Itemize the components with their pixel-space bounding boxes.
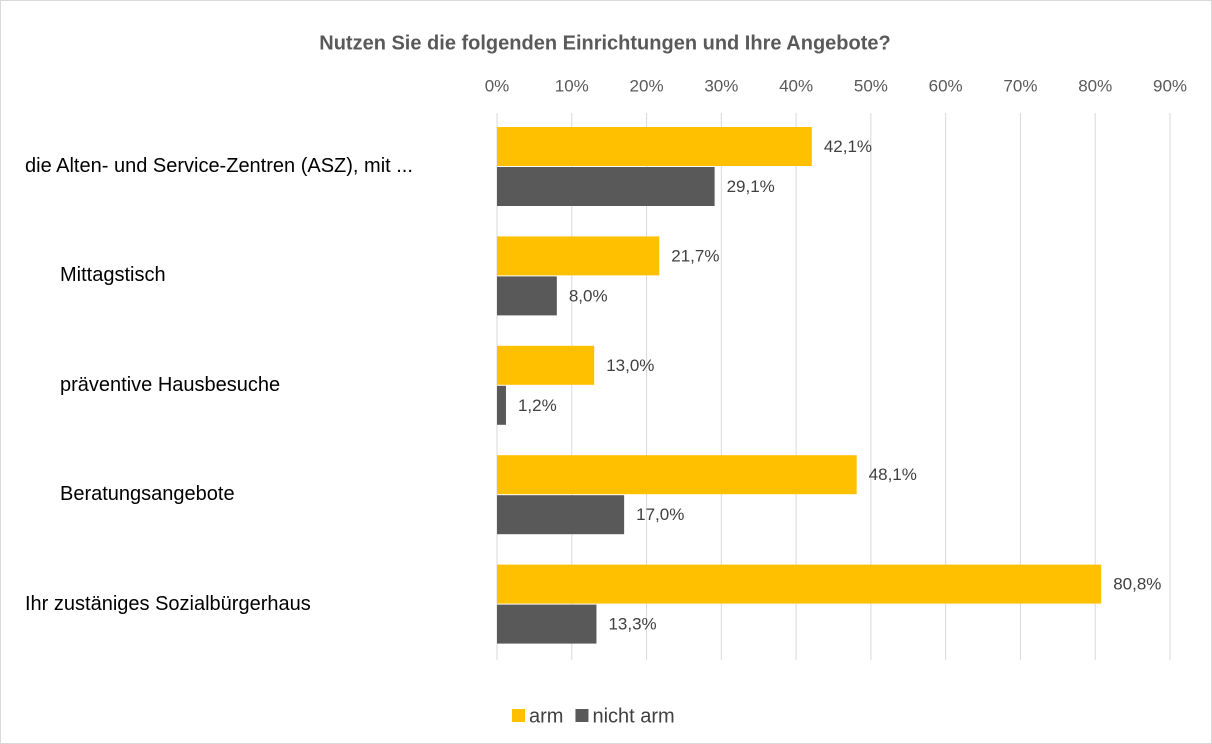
bar (497, 564, 1102, 604)
x-tick-label: 30% (704, 76, 738, 95)
value-label: 42,1% (824, 137, 872, 156)
bar (497, 167, 715, 206)
chart-title: Nutzen Sie die folgenden Einrichtungen u… (319, 32, 890, 54)
value-label: 8,0% (569, 286, 608, 305)
x-tick-label: 10% (555, 76, 589, 95)
bar (497, 604, 597, 644)
category-label: präventive Hausbesuche (60, 373, 281, 396)
x-tick-label: 90% (1153, 76, 1187, 95)
x-tick-label: 70% (1003, 76, 1037, 95)
category-label: Ihr zustäniges Sozialbürgerhaus (25, 592, 311, 615)
value-label: 13,0% (606, 356, 654, 375)
category-label: Mittagstisch (60, 264, 166, 287)
value-label: 29,1% (727, 177, 775, 196)
value-label: 13,3% (608, 615, 656, 634)
category-label: Beratungsangebote (60, 483, 235, 506)
bar (497, 345, 595, 385)
bar (497, 127, 812, 166)
legend-label: arm (529, 705, 563, 727)
bar (497, 276, 557, 316)
value-label: 1,2% (518, 396, 557, 415)
bar (497, 495, 625, 535)
x-tick-label: 50% (854, 76, 888, 95)
x-tick-label: 0% (485, 76, 510, 95)
bar (497, 385, 506, 425)
legend-swatch (512, 709, 525, 722)
bar (497, 455, 857, 495)
x-tick-label: 20% (630, 76, 664, 95)
legend-label: nicht arm (592, 705, 674, 727)
value-label: 80,8% (1113, 575, 1161, 594)
category-label: die Alten- und Service-Zentren (ASZ), mi… (25, 155, 413, 177)
value-label: 21,7% (671, 246, 719, 265)
x-tick-label: 40% (779, 76, 813, 95)
value-label: 48,1% (869, 465, 917, 484)
x-tick-label: 80% (1078, 76, 1112, 95)
legend-swatch (575, 709, 589, 722)
value-label: 17,0% (636, 505, 684, 524)
bar (497, 236, 660, 276)
x-tick-label: 60% (929, 76, 963, 95)
